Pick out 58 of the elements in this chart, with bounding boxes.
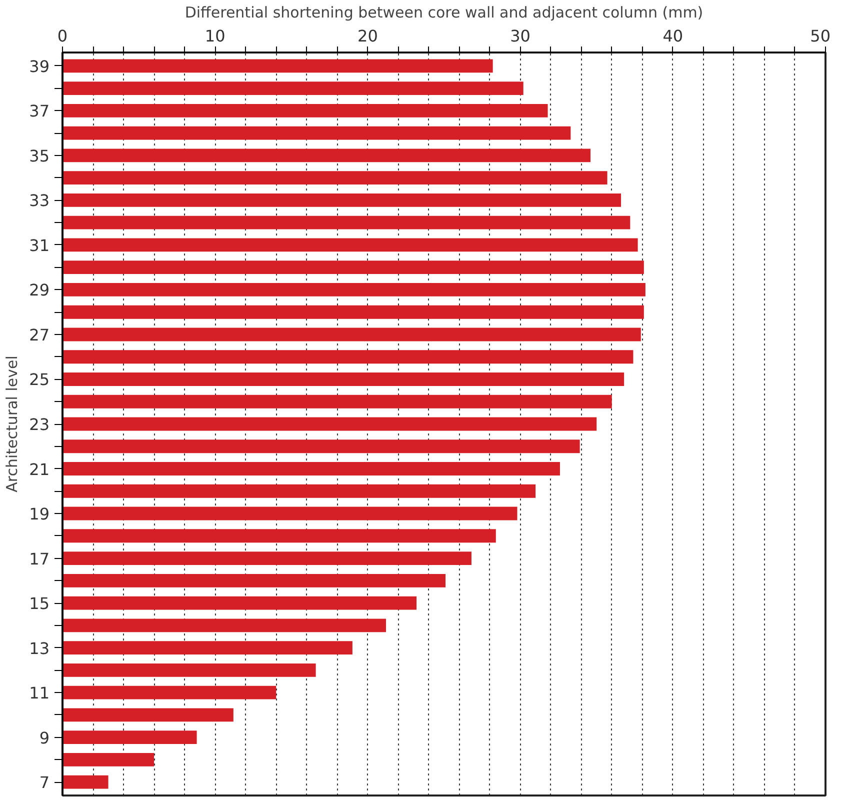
x-tick-label: 30 (510, 26, 530, 46)
bar (62, 328, 641, 342)
bar (62, 484, 536, 498)
bar (62, 126, 571, 140)
x-tick-label: 0 (57, 26, 68, 46)
x-tick-label: 20 (358, 26, 378, 46)
bar (62, 552, 472, 565)
bar (62, 574, 446, 588)
bar (62, 372, 624, 386)
bar (62, 686, 276, 700)
bar (62, 193, 622, 207)
y-axis-title: Architectural level (3, 356, 22, 492)
bar (62, 417, 597, 431)
bar (62, 641, 352, 655)
x-axis-title: Differential shortening between core wall and adjacent column (mm) (184, 4, 704, 22)
bar (62, 82, 524, 96)
bar (62, 283, 646, 296)
y-tick-label: 9 (39, 728, 50, 748)
x-tick-label: 50 (810, 26, 830, 46)
y-tick-label: 27 (29, 325, 50, 344)
y-tick-label: 13 (29, 638, 50, 658)
y-tick-label: 15 (29, 594, 50, 614)
y-tick-label: 37 (29, 102, 50, 121)
bar (62, 708, 234, 722)
y-tick-label: 7 (39, 773, 50, 792)
y-tick-label: 33 (29, 191, 50, 210)
bar (62, 350, 634, 364)
bar (62, 462, 560, 476)
y-tick-label: 39 (29, 56, 50, 76)
bar (62, 104, 548, 118)
bar (62, 171, 608, 185)
bar (62, 260, 644, 274)
bar (62, 305, 644, 319)
bar (62, 596, 417, 610)
x-tick-label: 10 (204, 26, 226, 46)
y-tick-label: 31 (29, 236, 50, 255)
y-tick-label: 19 (29, 504, 50, 524)
bar (62, 440, 580, 454)
y-tick-label: 17 (29, 549, 50, 568)
bar (62, 618, 386, 632)
y-tick-label: 35 (29, 146, 50, 166)
bar (62, 663, 316, 677)
bar (62, 394, 612, 408)
x-tick-label: 40 (662, 26, 684, 46)
y-tick-label: 21 (29, 460, 50, 479)
bar (62, 529, 496, 543)
bar (62, 216, 630, 230)
y-tick-label: 29 (29, 280, 50, 300)
bar (62, 59, 493, 73)
bar (62, 730, 197, 744)
bar (62, 775, 108, 789)
bar (62, 148, 590, 162)
y-tick-label: 23 (29, 415, 50, 434)
y-tick-label: 25 (29, 370, 50, 390)
bar (62, 238, 638, 252)
y-tick-label: 11 (29, 684, 50, 703)
bar (62, 506, 518, 520)
bar (62, 752, 154, 766)
